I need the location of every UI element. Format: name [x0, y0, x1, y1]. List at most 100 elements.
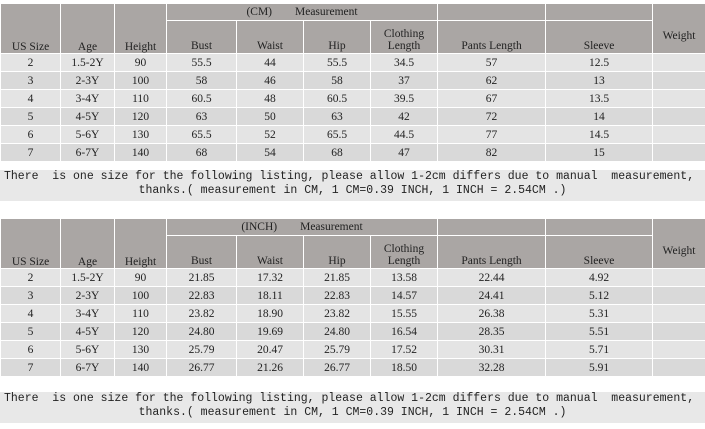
- table-cell: 39.5: [369, 89, 439, 108]
- table-cell: 1.5-2Y: [60, 268, 115, 287]
- table-cell: 13.5: [545, 89, 654, 108]
- table-cell: 12.5: [545, 53, 654, 72]
- table-cell: 22.83: [166, 286, 237, 305]
- table-cell: 140: [114, 143, 167, 162]
- table-cell: 28.35: [437, 322, 546, 341]
- note-line-2: thanks.( measurement in CM, 1 CM=0.39 IN…: [138, 406, 567, 419]
- table-cell: 14: [545, 107, 654, 126]
- table-cell: [652, 322, 705, 341]
- table-cell: 65.5: [166, 125, 237, 144]
- table-cell: 77: [437, 125, 547, 144]
- table-cell: 47: [369, 143, 439, 162]
- table-cell: 130: [114, 340, 167, 359]
- table-cell: 22.83: [303, 286, 371, 305]
- table-cell: 18.90: [236, 304, 304, 323]
- table-cell: 4-5Y: [60, 107, 115, 126]
- header-clothing-length: Clothing Length: [369, 20, 439, 54]
- table-cell: [652, 143, 705, 162]
- table-cell: 18.11: [236, 286, 304, 305]
- table-cell: 24.41: [437, 286, 546, 305]
- table-cell: 19.69: [236, 322, 304, 341]
- header-col-7: Pants Length: [437, 235, 546, 269]
- table-cell: 30.31: [437, 340, 546, 359]
- table-cell: 6: [0, 340, 61, 359]
- table-cell: 60.5: [166, 89, 237, 108]
- table-cell: 54: [236, 143, 304, 162]
- header-us-size: US Size: [0, 3, 61, 54]
- header-col-3: Bust: [166, 20, 237, 54]
- table-cell: 140: [114, 358, 167, 377]
- table-cell: 90: [114, 268, 167, 287]
- header-height: Height: [114, 218, 167, 269]
- table-row: 3 2-3Y 100 58 46 58 37 62 13: [0, 71, 705, 90]
- table-cell: [652, 71, 705, 90]
- header-col-8: Sleeve: [545, 235, 653, 269]
- table-cell: 55.5: [303, 53, 371, 72]
- table-cell: 25.79: [166, 340, 237, 359]
- table-cell: 5.51: [545, 322, 653, 341]
- table-cell: 24.80: [166, 322, 237, 341]
- table-row: 5 4-5Y 120 63 50 63 42 72 14: [0, 107, 705, 126]
- table-cell: 110: [114, 304, 167, 323]
- table-cell: 15: [545, 143, 654, 162]
- table-row: 7 6-7Y 140 26.77 21.26 26.77 18.50 32.28 5.91: [0, 358, 705, 377]
- table-cell: 23.82: [166, 304, 237, 323]
- table-cell: 5.91: [545, 358, 653, 377]
- table-cell: 7: [0, 358, 61, 377]
- table-cell: 110: [114, 89, 167, 108]
- header-us-size: US Size: [0, 218, 61, 269]
- table-cell: 21.26: [236, 358, 304, 377]
- table-cell: 15.55: [370, 304, 438, 323]
- header-age: Age: [60, 3, 115, 54]
- header-measurement-group: (CM) Measurement: [165, 3, 439, 21]
- table-cell: 5: [0, 107, 61, 126]
- table-cell: [652, 286, 705, 305]
- header-col-8: Sleeve: [545, 20, 654, 54]
- header-age: Age: [60, 218, 115, 269]
- table-cell: 3: [0, 286, 61, 305]
- table-cell: 2: [0, 53, 61, 72]
- table-cell: 1.5-2Y: [60, 53, 115, 72]
- table-cell: 72: [437, 107, 547, 126]
- header-clothing-length: Clothing Length: [370, 235, 438, 269]
- table-cell: 17.52: [370, 340, 438, 359]
- table-cell: 44.5: [369, 125, 439, 144]
- header-col-5: Hip: [303, 20, 371, 54]
- table-cell: 5.12: [545, 286, 653, 305]
- table-cell: [652, 89, 705, 108]
- header-blank: [545, 3, 654, 21]
- table-cell: 13.58: [370, 268, 438, 287]
- measurement-label: Measurement: [300, 221, 363, 233]
- table-cell: 4: [0, 89, 61, 108]
- table-cell: [652, 340, 705, 359]
- table-cell: 46: [236, 71, 304, 90]
- table-cell: 90: [114, 53, 167, 72]
- table-cell: 63: [166, 107, 237, 126]
- table-cell: 58: [303, 71, 371, 90]
- table-cell: 2-3Y: [60, 286, 115, 305]
- table-row: 3 2-3Y 100 22.83 18.11 22.83 14.57 24.41 5.12: [0, 286, 705, 305]
- header-blank: [437, 3, 547, 21]
- table-cell: 4.92: [545, 268, 653, 287]
- table-cell: 55.5: [166, 53, 237, 72]
- table-cell: 57: [437, 53, 547, 72]
- table-cell: 68: [303, 143, 371, 162]
- table-cell: 52: [236, 125, 304, 144]
- note-line-1: There is one size for the following list…: [4, 170, 695, 183]
- table-row: 2 1.5-2Y 90 55.5 44 55.5 34.5 57 12.5: [0, 53, 705, 72]
- table-cell: 34.5: [369, 53, 439, 72]
- table-cell: 2: [0, 268, 61, 287]
- table-cell: 62: [437, 71, 547, 90]
- table-row: 2 1.5-2Y 90 21.85 17.32 21.85 13.58 22.44 4.92: [0, 268, 705, 287]
- table-cell: 100: [114, 286, 167, 305]
- table-cell: [652, 53, 705, 72]
- table-cell: 5-6Y: [60, 340, 115, 359]
- measurement-note: There is one size for the following list…: [0, 392, 705, 423]
- table-cell: 22.44: [437, 268, 546, 287]
- table-cell: 3-4Y: [60, 304, 115, 323]
- table-cell: 6-7Y: [60, 358, 115, 377]
- unit-label: (CM): [246, 6, 272, 18]
- table-cell: 25.79: [303, 340, 371, 359]
- size-table-1: US Size Age Height (INCH) Measurement We…: [0, 218, 705, 377]
- note-line-1: There is one size for the following list…: [4, 392, 695, 405]
